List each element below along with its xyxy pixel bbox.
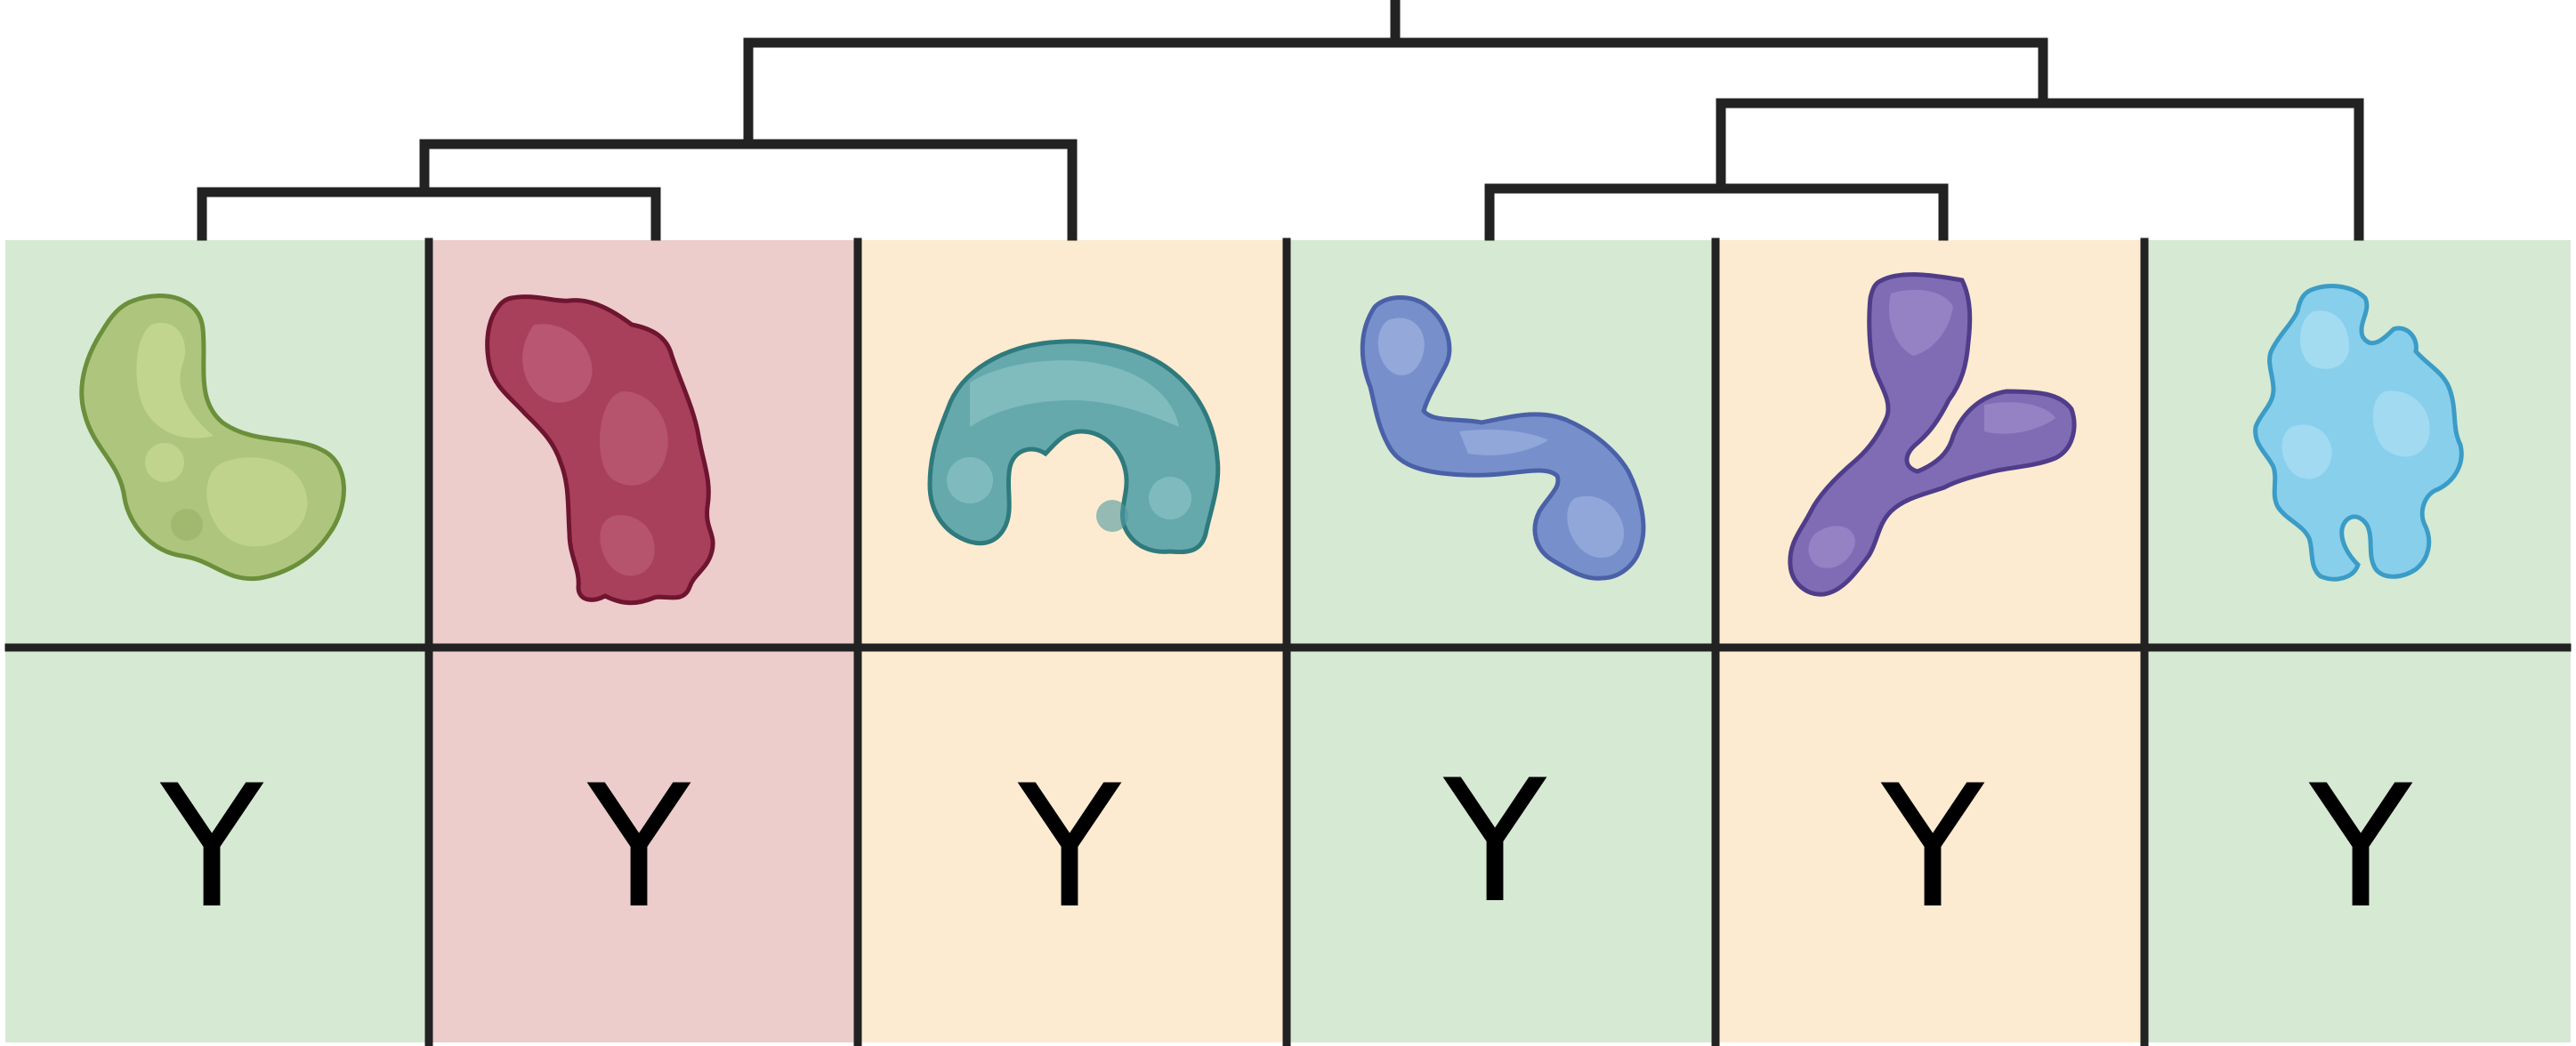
cell-c6-bottom [2144,648,2571,1042]
column-label-6: Y [2308,749,2413,945]
protein-2-icon [485,294,715,606]
cell-c3-top [858,240,1287,648]
tree-right-pair [1484,183,1949,241]
tree-top-branch [743,37,2048,103]
cell-c2-bottom [429,648,858,1042]
column-label-4: Y [1442,744,1547,940]
cell-backgrounds [5,240,2571,1042]
tree-left-pair [197,187,661,241]
grid-lines [4,237,2572,1046]
column-labels: Y Y Y Y Y Y [159,744,2413,945]
cell-c5-bottom [1716,648,2144,1042]
protein-6-icon [2253,284,2464,582]
cell-c1-bottom [5,648,429,1042]
protein-1-icon [79,294,346,582]
cell-c4-bottom [1287,648,1716,1042]
protein-3-icon [927,339,1221,555]
cell-c3-bottom [858,648,1287,1042]
column-label-3: Y [1017,749,1122,945]
tree-right-subtree [1716,98,2364,241]
column-label-2: Y [586,749,691,945]
dendrogram-tree [197,0,2364,241]
column-label-5: Y [1880,749,1985,945]
protein-5-icon [1788,272,2077,597]
protein-4-icon [1360,295,1646,581]
column-label-1: Y [159,749,264,945]
